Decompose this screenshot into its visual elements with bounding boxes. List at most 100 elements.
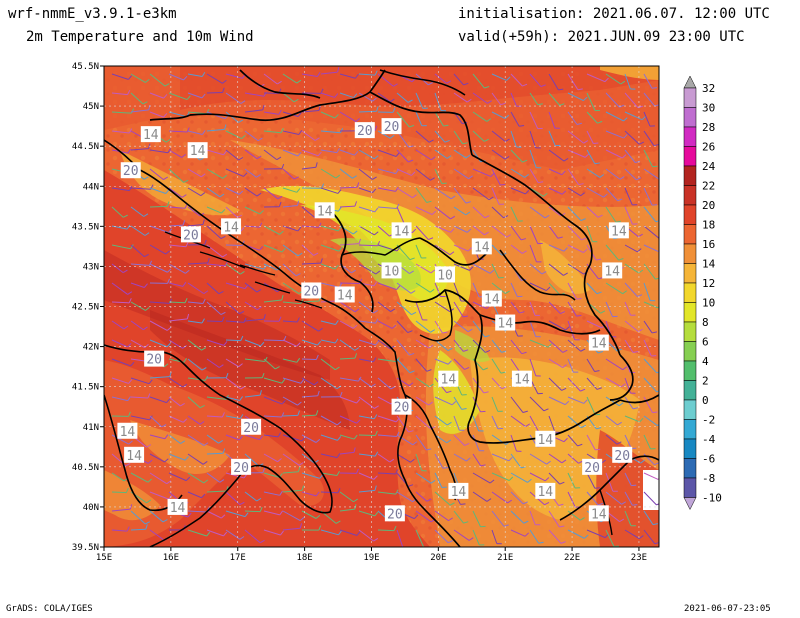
colorbar-segment	[683, 107, 697, 128]
contour-label: 20	[120, 162, 141, 179]
colorbar-segment	[683, 302, 697, 323]
colorbar-segment	[683, 477, 697, 498]
colorbar-label: 18	[702, 219, 715, 232]
svg-text:20: 20	[387, 507, 403, 522]
colorbar-label: -6	[702, 453, 715, 466]
contour-label: 14	[117, 422, 138, 440]
svg-text:14: 14	[223, 220, 239, 235]
colorbar-label: 16	[702, 238, 715, 251]
colorbar-label: 8	[702, 316, 709, 329]
contour-label: 14	[495, 314, 516, 332]
svg-text:14: 14	[170, 501, 186, 516]
contour-label: 14	[608, 222, 629, 239]
contour-label: 14	[588, 505, 609, 522]
svg-text:20: 20	[233, 461, 249, 476]
contour-label: 14	[471, 238, 492, 255]
colorbar-label: -8	[702, 472, 715, 485]
colorbar-label: 0	[702, 394, 709, 407]
colorbar-label: 24	[702, 160, 716, 173]
svg-text:14: 14	[451, 485, 467, 500]
contour-label: 14	[438, 370, 459, 388]
contour-label: 14	[124, 446, 145, 464]
colorbar-segment	[683, 341, 697, 362]
lon-label: 18E	[296, 553, 312, 563]
colorbar-label: 12	[702, 277, 715, 290]
colorbar-segment	[683, 165, 697, 186]
svg-text:20: 20	[357, 124, 373, 139]
svg-text:20: 20	[146, 353, 162, 368]
contour-label: 20	[180, 226, 201, 243]
contour-label: 20	[391, 398, 412, 416]
contour-label: 14	[167, 498, 188, 516]
colorbar-segment	[683, 87, 697, 108]
svg-text:14: 14	[337, 288, 353, 303]
footer-credit: GrADS: COLA/IGES	[6, 604, 93, 614]
svg-text:20: 20	[123, 164, 139, 179]
lat-label: 39.5N	[72, 543, 99, 553]
svg-text:14: 14	[120, 425, 136, 440]
colorbar-label: 10	[702, 297, 715, 310]
contour-label: 10	[381, 262, 402, 279]
svg-text:10: 10	[437, 268, 453, 283]
product-title: 2m Temperature and 10m Wind	[26, 29, 254, 45]
contour-label: 14	[314, 202, 335, 219]
lon-label: 19E	[363, 553, 379, 563]
lon-label: 17E	[230, 553, 246, 563]
colorbar-segment	[683, 321, 697, 342]
lat-label: 43.5N	[72, 222, 99, 232]
colorbar-segment	[683, 126, 697, 147]
lat-label: 42.5N	[72, 303, 99, 313]
lat-label: 44N	[83, 182, 99, 192]
colorbar-label: 28	[702, 121, 715, 134]
lat-label: 42N	[83, 343, 99, 353]
svg-text:20: 20	[394, 401, 410, 416]
colorbar-label: 14	[702, 258, 716, 271]
colorbar-label: 6	[702, 336, 709, 349]
svg-text:14: 14	[190, 144, 206, 159]
lat-label: 43N	[83, 262, 99, 272]
colorbar-label: 2	[702, 375, 709, 388]
colorbar-segment	[683, 438, 697, 459]
svg-text:20: 20	[243, 421, 259, 436]
contour-label: 14	[448, 482, 469, 500]
colorbar-label: 4	[702, 355, 709, 368]
colorbar-label: 20	[702, 199, 715, 212]
init-time: initialisation: 2021.06.07. 12:00 UTC	[458, 6, 770, 22]
graticule	[104, 66, 659, 547]
contour-labels: 14 14 20 20 20 14 20 14 14 14 14 10 10 20 14 14 14 14 14 20…	[117, 118, 633, 522]
lat-label: 45N	[83, 102, 99, 112]
contour-label: 20	[582, 458, 603, 476]
lon-label: 15E	[96, 553, 112, 563]
contour-label: 20	[612, 446, 633, 464]
colorbar-label: -4	[702, 433, 716, 446]
contour-label: 14	[588, 334, 609, 352]
contour-label: 14	[140, 126, 161, 143]
contour-label: 14	[221, 218, 242, 235]
contour-label: 20	[381, 118, 402, 135]
lat-label: 44.5N	[72, 142, 99, 152]
svg-text:20: 20	[303, 284, 319, 299]
colorbar-arrow-top	[683, 75, 697, 89]
model-name: wrf-nmmE_v3.9.1-e3km	[8, 6, 177, 22]
svg-text:10: 10	[384, 264, 400, 279]
colorbar-segment	[683, 185, 697, 206]
colorbar-label: 26	[702, 141, 715, 154]
colorbar-segment	[683, 380, 697, 401]
contour-label: 10	[435, 266, 456, 283]
svg-text:14: 14	[474, 240, 490, 255]
contour-label: 20	[354, 122, 375, 139]
svg-text:14: 14	[537, 485, 553, 500]
contour-label: 14	[602, 262, 623, 279]
colorbar-segment	[683, 224, 697, 245]
colorbar-segment	[683, 360, 697, 381]
svg-text:14: 14	[514, 373, 530, 388]
colorbar-label: 32	[702, 82, 715, 95]
footer-timestamp: 2021-06-07-23:05	[684, 604, 771, 614]
colorbar-segment	[683, 399, 697, 420]
colorbar-segment	[683, 146, 697, 167]
lon-label: 21E	[497, 553, 513, 563]
contour-label: 20	[384, 505, 405, 522]
contour-label: 14	[535, 430, 556, 448]
